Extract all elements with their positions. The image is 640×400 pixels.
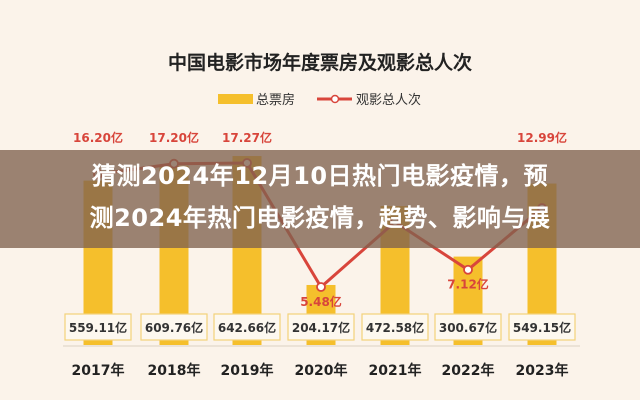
attendance-point (463, 264, 473, 275)
x-tick-label: 2021年 (369, 362, 422, 379)
line-value-label: 16.20亿 (73, 130, 123, 145)
line-value-label: 12.99亿 (517, 130, 567, 145)
legend: 总票房 观影总人次 (218, 92, 421, 108)
bar-value-label: 300.67亿 (439, 320, 497, 335)
bar-value-box (508, 313, 576, 341)
line-value-label: 17.20亿 (149, 130, 199, 145)
bar-value-label: 559.11亿 (69, 320, 127, 335)
bar-value-box (213, 313, 281, 341)
x-tick-label: 2022年 (442, 362, 495, 379)
x-tick-label: 2017年 (72, 362, 125, 379)
x-tick-label: 2019年 (221, 362, 274, 379)
chart-title: 中国电影市场年度票房及观影总人次 (168, 51, 472, 74)
bar-value-box (361, 313, 429, 341)
bar-value-box (140, 313, 208, 341)
bar-value-label: 609.76亿 (145, 320, 203, 335)
bar-value-label: 472.58亿 (366, 320, 424, 335)
x-tick-label: 2023年 (516, 362, 569, 379)
legend-line-label: 观影总人次 (356, 92, 421, 108)
x-tick-label: 2020年 (295, 362, 348, 379)
bar-value-box (287, 313, 355, 341)
bar-value-box (434, 313, 502, 341)
bar-value-label: 549.15亿 (513, 320, 571, 335)
x-tick-label: 2018年 (148, 362, 201, 379)
bar-value-label: 642.66亿 (218, 320, 276, 335)
attendance-point (316, 282, 326, 292)
line-value-label: 5.48亿 (300, 294, 342, 309)
headline-line-1: 猜测2024年12月10日热门电影疫情，预 (91, 162, 549, 190)
legend-bar-swatch (218, 94, 253, 104)
headline-overlay: 猜测2024年12月10日热门电影疫情，预 测2024年热门电影疫情，趋势、影响… (0, 150, 640, 248)
line-value-label: 17.27亿 (222, 130, 272, 145)
legend-bar-label: 总票房 (256, 92, 295, 108)
bar-value-label: 204.17亿 (292, 320, 350, 335)
legend-line-marker (330, 94, 340, 104)
line-value-label: 7.12亿 (447, 277, 489, 292)
bar-value-box (64, 313, 132, 341)
headline-line-2: 测2024年热门电影疫情，趋势、影响与展 (89, 204, 551, 232)
